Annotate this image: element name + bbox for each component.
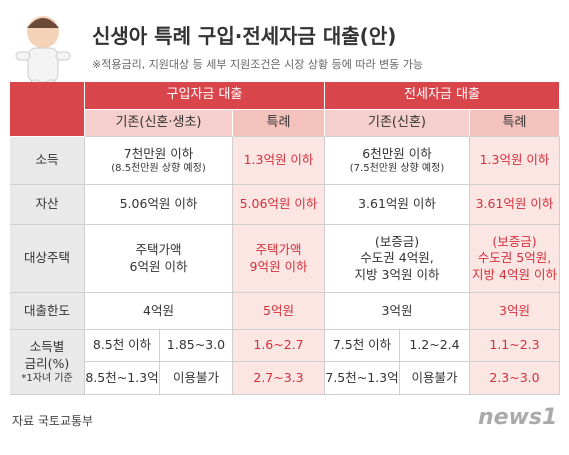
cell-text: 특례 [502,114,527,130]
title: 신생아 특례 구입·전세자금 대출(안) [92,24,397,48]
cell: 3억원 [470,293,560,330]
cell-text: 지방 3억원 이하 [354,266,440,282]
cell-text: 수도권 4억원, [360,250,434,266]
cell-text: 9억원 이하 [249,258,308,274]
group-header: 전세자금 대출 [325,82,560,110]
sub-header: 기존(신혼) [325,110,470,137]
rate-cell: 2.3~3.0 [470,362,560,395]
rate-cell: 2.7~3.3 [233,362,325,395]
rate-label: 소득별 금리(%) *1자녀 기준 [10,330,85,395]
cell-text: 수도권 5억원, [477,250,552,266]
cell-text: 특례 [266,114,291,130]
cell: 주택가액 6억원 이하 [85,225,233,293]
rate-cell: 1.85~3.0 [160,330,233,362]
cell-text: 전세자금 대출 [404,87,480,103]
cell-text: 2.7~3.3 [253,369,304,385]
cell-text: 이용불가 [172,369,219,385]
cell-text: (8.5천만원 상향 예정) [111,163,206,175]
row-label: 대상주택 [10,225,85,293]
cell-text: 주택가액 [135,242,182,258]
corner [10,82,85,137]
cell: (보증금) 수도권 5억원, 지방 4억원 이하 [470,225,560,293]
cell: 6천만원 이하 (7.5천만원 상향 예정) [325,137,470,185]
rate-cell: 7.5천~1.3억 [325,362,400,395]
cell-text: 4억원 [143,302,174,318]
cell: 7천만원 이하 (8.5천만원 상향 예정) [85,137,233,185]
cell-text: 금리(%) [24,355,70,371]
cell-text: (보증금) [374,234,420,250]
cell-text: (7.5천만원 상향 예정) [349,163,445,175]
cell-text: 소득별 [29,339,65,355]
sub-header: 특례 [470,110,560,137]
rate-cell: 7.5천 이하 [325,330,400,362]
logo: news1 [478,405,558,430]
cell-text: 1.3억원 이하 [479,152,550,168]
cell-text: 7.5천~1.3억 [325,369,399,385]
row-label: 대출한도 [10,293,85,330]
cell: 3.61억원 이하 [325,185,470,225]
cell-text: 대출한도 [23,302,70,318]
cell-text: 3억원 [381,302,413,318]
rate-cell: 8.5천~1.3억 [85,362,160,395]
rate-cell: 이용불가 [160,362,233,395]
cell: 5.06억원 이하 [233,185,325,225]
cell-text: 1.85~3.0 [166,337,226,353]
cell-text: 3.61억원 이하 [475,196,554,212]
cell: 3억원 [325,293,470,330]
cell-text: 소득 [35,152,59,168]
cell-text: 2.3~3.0 [489,369,540,385]
note: ※적용금리, 지원대상 등 세부 지원조건은 시장 상황 등에 따라 변동 가능 [92,58,424,71]
rate-cell: 1.6~2.7 [233,330,325,362]
rate-cell: 8.5천 이하 [85,330,160,362]
cell-text: 5.06억원 이하 [239,196,318,212]
cell-text: 5억원 [263,302,294,318]
cell-text: (보증금) [492,234,537,250]
cell-text: 1.3억원 이하 [243,152,314,168]
cell: 1.3억원 이하 [233,137,325,185]
cell-text: 3억원 [499,302,530,318]
cell-text: 1.2~2.4 [409,337,460,353]
cell-text: 이용불가 [411,369,458,385]
rate-cell: 1.2~2.4 [400,330,470,362]
cell-text: 6천만원 이하 [362,145,432,161]
cell-text: 8.5천 이하 [92,337,152,353]
cell-text: 3.61억원 이하 [358,196,436,212]
cell-text: 7.5천 이하 [332,337,392,353]
group-header: 구입자금 대출 [85,82,325,110]
cell: 주택가액 9억원 이하 [233,225,325,293]
cell: 5.06억원 이하 [85,185,233,225]
cell-text: 지방 4억원 이하 [472,266,557,282]
source: 자료 국토교통부 [12,414,94,428]
sub-header: 특례 [233,110,325,137]
cell: 3.61억원 이하 [470,185,560,225]
cell-text: 자산 [35,196,59,212]
row-label: 자산 [10,185,85,225]
cell: 5억원 [233,293,325,330]
cell-text: 1.1~2.3 [489,337,540,353]
cell-text: 6억원 이하 [129,258,188,274]
cell-text: 주택가액 [255,242,302,258]
cell: 1.3억원 이하 [470,137,560,185]
cell-text: 5.06억원 이하 [119,196,198,212]
sub-header: 기존(신혼·생초) [85,110,233,137]
cell-text: 기존(신혼·생초) [115,114,202,130]
cell-text: 기존(신혼) [368,114,426,130]
cell-text: *1자녀 기준 [21,372,73,384]
row-label: 소득 [10,137,85,185]
cell: 4억원 [85,293,233,330]
cell-text: 1.6~2.7 [253,337,304,353]
cell-text: 구입자금 대출 [166,87,243,103]
cell-text: 8.5천~1.3억 [85,369,159,385]
cell-text: 대상주택 [23,250,70,266]
cell: (보증금) 수도권 4억원, 지방 3억원 이하 [325,225,470,293]
rate-cell: 이용불가 [400,362,470,395]
cell-text: 7천만원 이하 [123,145,194,161]
rate-cell: 1.1~2.3 [470,330,560,362]
